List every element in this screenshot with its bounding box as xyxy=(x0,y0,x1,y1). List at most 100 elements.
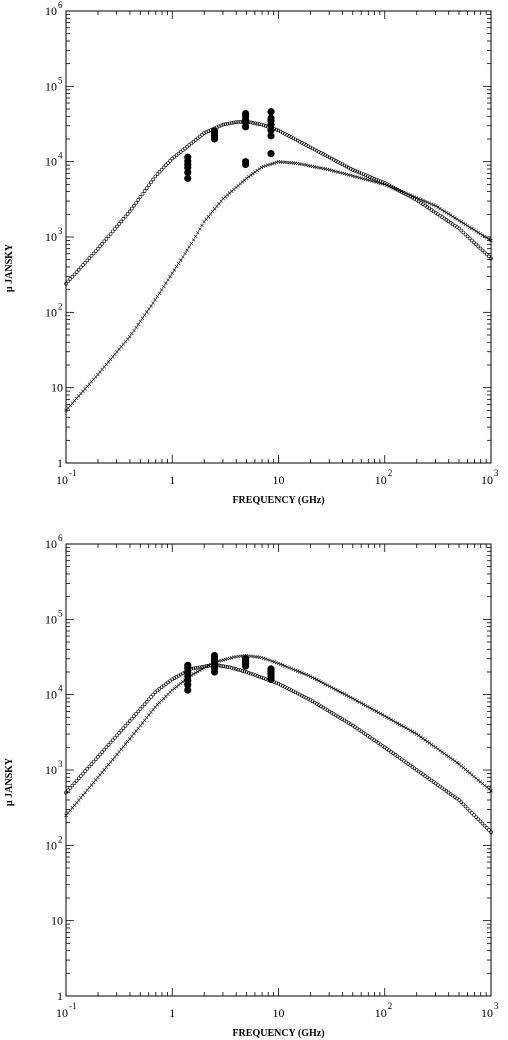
model-point xyxy=(151,692,155,697)
model-point xyxy=(489,830,493,834)
model-point xyxy=(480,821,485,826)
model-point xyxy=(91,251,96,256)
model-point xyxy=(291,667,296,672)
model-point xyxy=(172,686,177,691)
model-point xyxy=(283,664,287,668)
model-point xyxy=(259,165,264,170)
model-point xyxy=(151,177,155,182)
model-point xyxy=(476,230,480,235)
model-point xyxy=(480,233,485,237)
model-point xyxy=(157,291,162,295)
model-point xyxy=(191,139,196,144)
model-point xyxy=(111,757,115,762)
model-point xyxy=(147,697,151,702)
model-point xyxy=(138,723,143,728)
data-point xyxy=(267,665,275,673)
model-point xyxy=(142,189,147,193)
model-point xyxy=(302,694,306,699)
model-point xyxy=(312,676,317,681)
model-point xyxy=(255,168,259,173)
model-point xyxy=(191,238,196,242)
model-point xyxy=(193,234,198,239)
model-point xyxy=(157,686,162,691)
model-point xyxy=(444,753,449,757)
model-point xyxy=(272,161,276,165)
model-point xyxy=(374,177,379,182)
model-point xyxy=(423,738,427,742)
model-point xyxy=(210,209,215,214)
model-point xyxy=(117,222,121,226)
series-cross xyxy=(64,653,493,818)
model-point xyxy=(410,194,415,198)
model-point xyxy=(470,811,474,815)
model-point xyxy=(198,668,202,673)
model-point xyxy=(108,740,113,745)
model-point xyxy=(368,706,372,710)
model-point xyxy=(259,655,264,660)
model-point xyxy=(357,700,361,704)
model-point xyxy=(196,669,200,674)
model-point xyxy=(346,694,351,699)
model-point xyxy=(219,123,223,128)
model-point xyxy=(113,755,117,759)
model-point xyxy=(242,669,247,674)
model-point xyxy=(421,772,425,777)
model-point xyxy=(391,719,395,723)
model-point xyxy=(408,763,413,768)
model-point xyxy=(113,735,117,740)
model-point xyxy=(189,241,194,246)
data-point xyxy=(184,686,192,694)
model-point xyxy=(257,167,262,171)
model-point xyxy=(319,680,323,684)
model-point xyxy=(132,328,136,333)
model-point xyxy=(110,738,115,742)
model-point xyxy=(357,175,361,180)
model-point xyxy=(115,733,119,738)
model-point xyxy=(266,657,270,662)
model-point xyxy=(174,685,179,689)
model-point xyxy=(278,662,283,666)
model-point xyxy=(366,705,370,709)
model-point xyxy=(332,686,336,691)
y-tick-label: 10 xyxy=(45,4,57,18)
model-point xyxy=(321,681,325,685)
model-point xyxy=(387,748,391,753)
model-point xyxy=(247,175,251,179)
model-point xyxy=(81,771,85,776)
model-point xyxy=(363,703,368,708)
model-point xyxy=(329,685,334,690)
model-point xyxy=(448,756,453,760)
model-point xyxy=(467,236,472,241)
model-point xyxy=(130,734,134,739)
model-point xyxy=(130,206,134,211)
model-point xyxy=(484,826,489,830)
y-tick-exponent: 4 xyxy=(58,151,63,161)
model-point xyxy=(489,789,493,793)
model-point xyxy=(429,742,434,747)
x-tick-exponent: 3 xyxy=(494,1001,499,1011)
model-point xyxy=(353,697,357,702)
model-point xyxy=(355,169,359,174)
model-point xyxy=(172,268,177,272)
y-tick-label: 10 xyxy=(45,763,57,777)
data-point xyxy=(241,158,250,166)
model-point xyxy=(253,170,257,174)
model-point xyxy=(204,665,208,669)
model-point xyxy=(125,721,130,726)
model-point xyxy=(274,160,279,165)
y-tick-label: 1 xyxy=(57,456,63,470)
model-point xyxy=(474,242,478,247)
model-point xyxy=(399,757,404,762)
model-point xyxy=(359,171,364,176)
model-point xyxy=(376,741,381,745)
model-point xyxy=(446,790,451,795)
model-point xyxy=(153,690,158,694)
model-point xyxy=(280,684,285,688)
model-point xyxy=(376,710,381,715)
model-point xyxy=(453,795,457,799)
model-point xyxy=(138,707,143,711)
model-point xyxy=(255,674,260,678)
model-point xyxy=(117,750,121,754)
model-point xyxy=(159,685,164,690)
model-point xyxy=(359,729,364,734)
